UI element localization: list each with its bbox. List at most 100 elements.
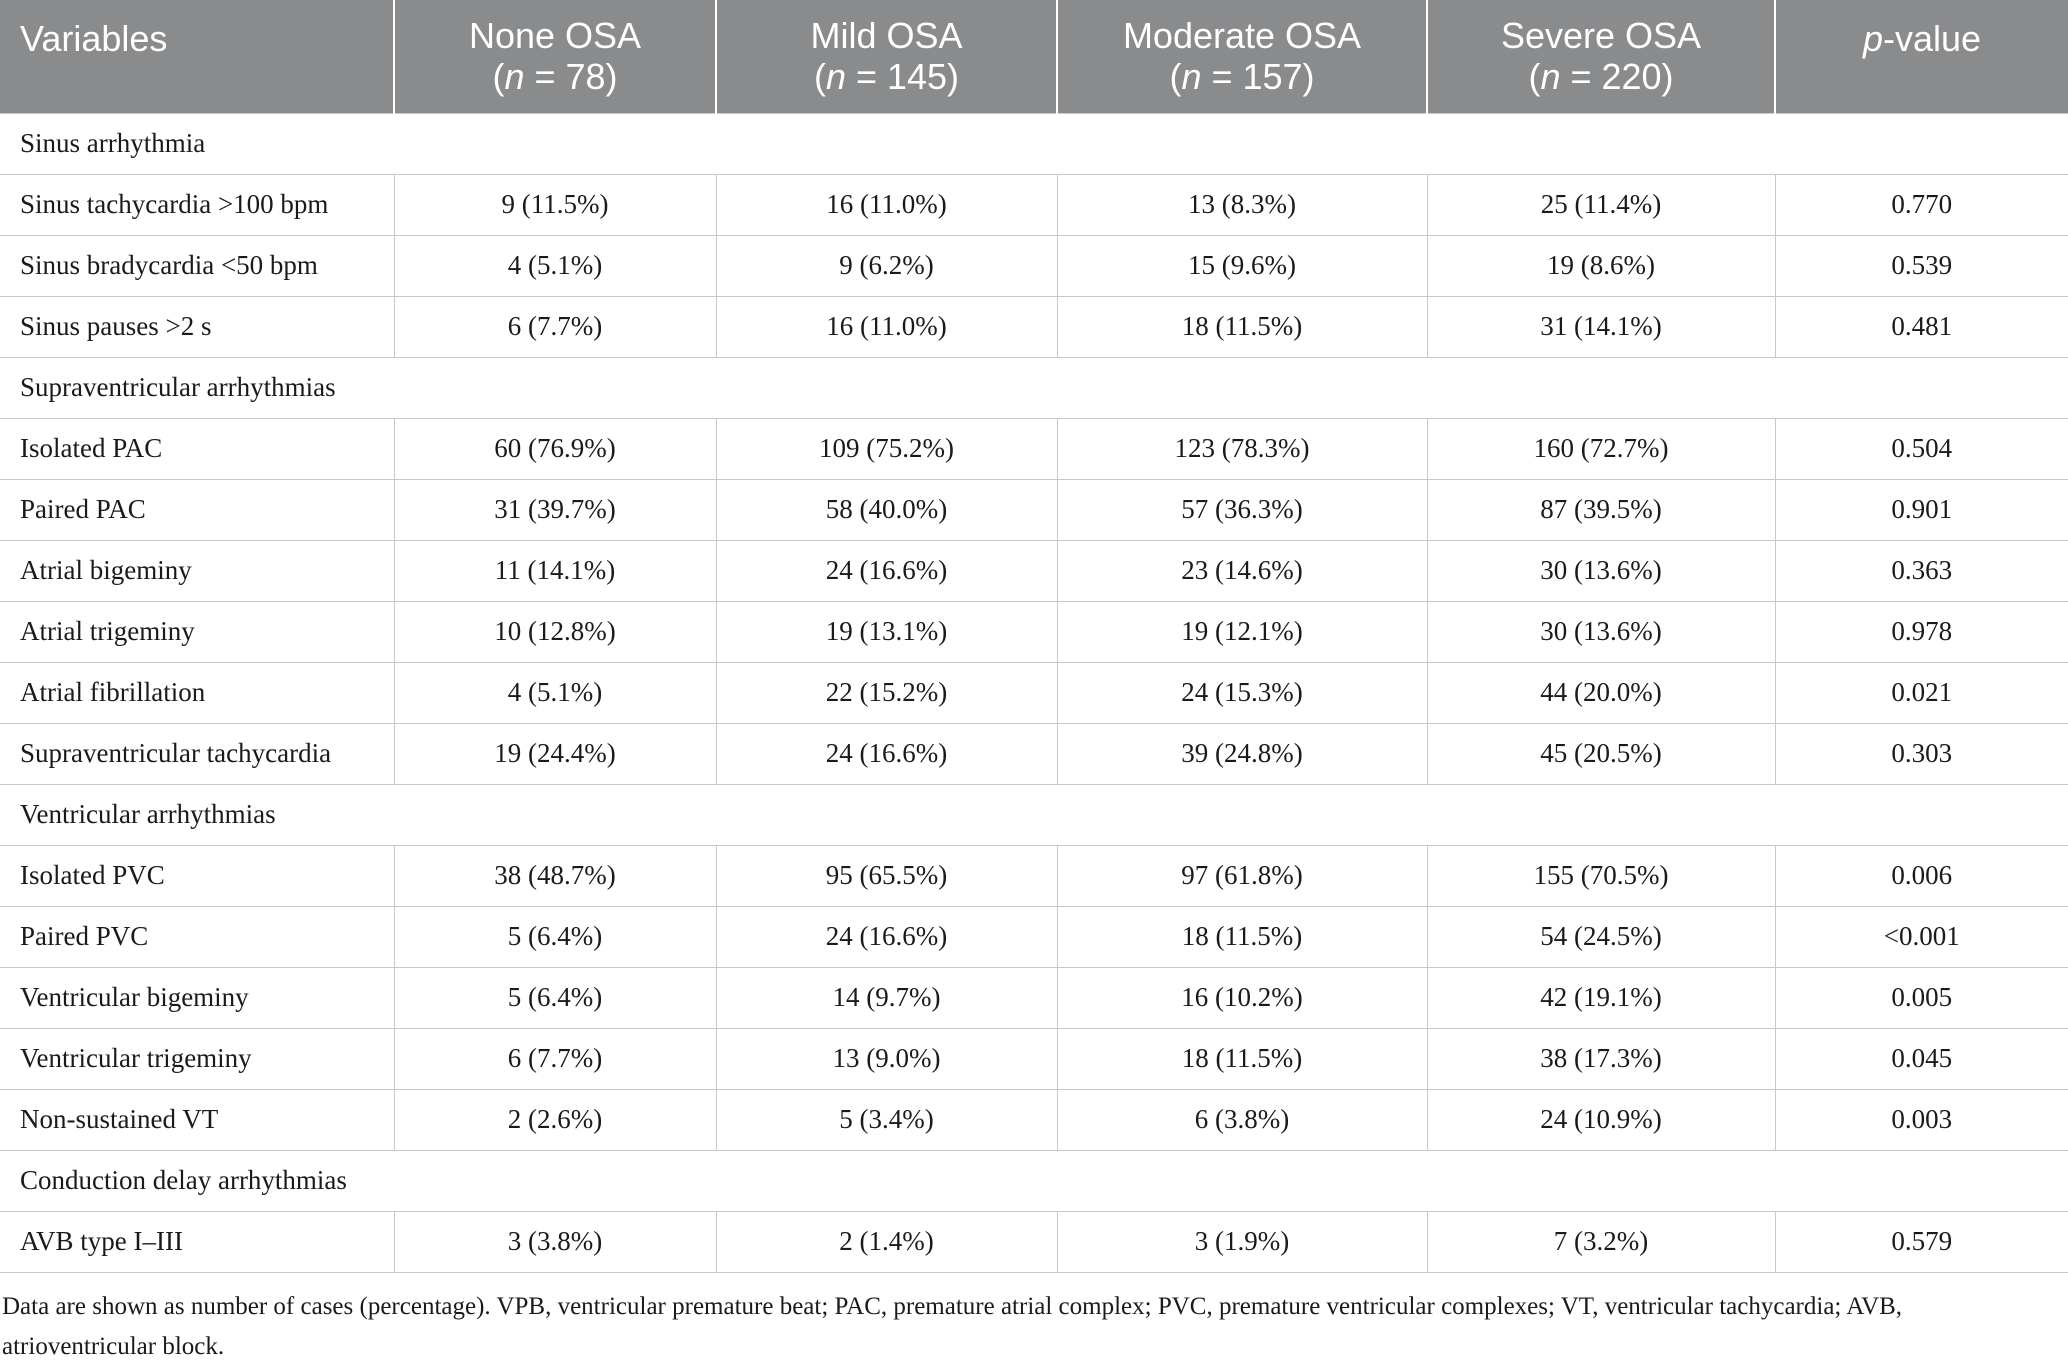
variable-cell: Paired PAC <box>0 478 395 541</box>
header-variables: Variables <box>0 0 394 113</box>
variable-cell: AVB type I–III <box>0 1210 395 1273</box>
variable-cell: Sinus bradycardia <50 bpm <box>0 234 395 297</box>
none-osa-cell: 2 (2.6%) <box>393 1088 717 1151</box>
variable-cell: Atrial bigeminy <box>0 539 395 602</box>
moderate-osa-cell: 57 (36.3%) <box>1056 478 1428 541</box>
none-osa-cell: 4 (5.1%) <box>393 661 717 724</box>
p-value-cell: 0.579 <box>1774 1210 2068 1273</box>
p-value-cell: 0.006 <box>1774 844 2068 907</box>
severe-osa-cell: 45 (20.5%) <box>1426 722 1776 785</box>
mild-osa-cell: 9 (6.2%) <box>715 234 1058 297</box>
mild-osa-cell: 24 (16.6%) <box>715 905 1058 968</box>
severe-osa-cell: 24 (10.9%) <box>1426 1088 1776 1151</box>
mild-osa-cell: 2 (1.4%) <box>715 1210 1058 1273</box>
table-row: Atrial trigeminy 10 (12.8%) 19 (13.1%) 19 (… <box>0 600 2068 663</box>
p-value-cell: 0.770 <box>1774 173 2068 236</box>
mild-osa-cell: 95 (65.5%) <box>715 844 1058 907</box>
severe-osa-cell: 160 (72.7%) <box>1426 417 1776 480</box>
moderate-osa-cell: 24 (15.3%) <box>1056 661 1428 724</box>
p-value-cell: 0.539 <box>1774 234 2068 297</box>
none-osa-cell: 5 (6.4%) <box>393 905 717 968</box>
header-p-value: p-value <box>1774 0 2068 113</box>
severe-osa-cell: 38 (17.3%) <box>1426 1027 1776 1090</box>
header-severe-osa: Severe OSA (n = 220) <box>1426 0 1775 113</box>
p-value-cell: <0.001 <box>1774 905 2068 968</box>
section-label: Supraventricular arrhythmias <box>0 356 2068 419</box>
moderate-osa-cell: 6 (3.8%) <box>1056 1088 1428 1151</box>
moderate-osa-cell: 123 (78.3%) <box>1056 417 1428 480</box>
mild-osa-cell: 16 (11.0%) <box>715 173 1058 236</box>
header-mild-osa: Mild OSA (n = 145) <box>715 0 1057 113</box>
severe-osa-cell: 7 (3.2%) <box>1426 1210 1776 1273</box>
mild-osa-cell: 24 (16.6%) <box>715 539 1058 602</box>
mild-osa-cell: 109 (75.2%) <box>715 417 1058 480</box>
p-value-cell: 0.045 <box>1774 1027 2068 1090</box>
variable-cell: Sinus pauses >2 s <box>0 295 395 358</box>
severe-osa-cell: 54 (24.5%) <box>1426 905 1776 968</box>
section-label: Conduction delay arrhythmias <box>0 1149 2068 1212</box>
none-osa-cell: 38 (48.7%) <box>393 844 717 907</box>
variable-cell: Ventricular trigeminy <box>0 1027 395 1090</box>
table-row: Isolated PAC 60 (76.9%) 109 (75.2%) 123 (78… <box>0 417 2068 480</box>
moderate-osa-cell: 23 (14.6%) <box>1056 539 1428 602</box>
header-row: Variables None OSA (n = 78) Mild OSA (n … <box>0 0 2068 113</box>
mild-osa-cell: 5 (3.4%) <box>715 1088 1058 1151</box>
p-value-cell: 0.481 <box>1774 295 2068 358</box>
variable-cell: Atrial trigeminy <box>0 600 395 663</box>
severe-osa-cell: 42 (19.1%) <box>1426 966 1776 1029</box>
moderate-osa-cell: 19 (12.1%) <box>1056 600 1428 663</box>
none-osa-cell: 9 (11.5%) <box>393 173 717 236</box>
moderate-osa-cell: 13 (8.3%) <box>1056 173 1428 236</box>
p-value-cell: 0.005 <box>1774 966 2068 1029</box>
p-value-cell: 0.504 <box>1774 417 2068 480</box>
table-row: Atrial fibrillation 4 (5.1%) 22 (15.2%) 24 … <box>0 661 2068 724</box>
variable-cell: Ventricular bigeminy <box>0 966 395 1029</box>
mild-osa-cell: 22 (15.2%) <box>715 661 1058 724</box>
severe-osa-cell: 19 (8.6%) <box>1426 234 1776 297</box>
moderate-osa-cell: 97 (61.8%) <box>1056 844 1428 907</box>
none-osa-cell: 31 (39.7%) <box>393 478 717 541</box>
table-row: Atrial bigeminy 11 (14.1%) 24 (16.6%) 23 (1… <box>0 539 2068 602</box>
table-row: Paired PAC 31 (39.7%) 58 (40.0%) 57 (36.3%)… <box>0 478 2068 541</box>
moderate-osa-cell: 16 (10.2%) <box>1056 966 1428 1029</box>
p-value-cell: 0.303 <box>1774 722 2068 785</box>
none-osa-cell: 6 (7.7%) <box>393 1027 717 1090</box>
table-row: AVB type I–III 3 (3.8%) 2 (1.4%) 3 (1.9%) 7 … <box>0 1210 2068 1273</box>
mild-osa-cell: 14 (9.7%) <box>715 966 1058 1029</box>
severe-osa-cell: 30 (13.6%) <box>1426 539 1776 602</box>
moderate-osa-cell: 18 (11.5%) <box>1056 905 1428 968</box>
none-osa-cell: 60 (76.9%) <box>393 417 717 480</box>
p-value-cell: 0.363 <box>1774 539 2068 602</box>
mild-osa-cell: 13 (9.0%) <box>715 1027 1058 1090</box>
variable-cell: Atrial fibrillation <box>0 661 395 724</box>
table-row: Non-sustained VT 2 (2.6%) 5 (3.4%) 6 (3.8%)… <box>0 1088 2068 1151</box>
variable-cell: Paired PVC <box>0 905 395 968</box>
variable-cell: Supraventricular tachycardia <box>0 722 395 785</box>
severe-osa-cell: 44 (20.0%) <box>1426 661 1776 724</box>
table-row: Sinus bradycardia <50 bpm 4 (5.1%) 9 (6.2%… <box>0 234 2068 297</box>
severe-osa-cell: 155 (70.5%) <box>1426 844 1776 907</box>
variable-cell: Isolated PAC <box>0 417 395 480</box>
none-osa-cell: 3 (3.8%) <box>393 1210 717 1273</box>
mild-osa-cell: 24 (16.6%) <box>715 722 1058 785</box>
severe-osa-cell: 30 (13.6%) <box>1426 600 1776 663</box>
table-row: Supraventricular tachycardia 19 (24.4%) 24… <box>0 722 2068 785</box>
p-value-cell: 0.003 <box>1774 1088 2068 1151</box>
section-row: Sinus arrhythmia <box>0 112 2068 175</box>
table-row: Ventricular trigeminy 6 (7.7%) 13 (9.0%) 18… <box>0 1027 2068 1090</box>
mild-osa-cell: 58 (40.0%) <box>715 478 1058 541</box>
none-osa-cell: 11 (14.1%) <box>393 539 717 602</box>
variable-cell: Non-sustained VT <box>0 1088 395 1151</box>
header-none-osa: None OSA (n = 78) <box>393 0 716 113</box>
section-label: Sinus arrhythmia <box>0 112 2068 175</box>
none-osa-cell: 19 (24.4%) <box>393 722 717 785</box>
moderate-osa-cell: 15 (9.6%) <box>1056 234 1428 297</box>
variable-cell: Sinus tachycardia >100 bpm <box>0 173 395 236</box>
table-row: Paired PVC 5 (6.4%) 24 (16.6%) 18 (11.5%) 54… <box>0 905 2068 968</box>
table-row: Isolated PVC 38 (48.7%) 95 (65.5%) 97 (61.8… <box>0 844 2068 907</box>
moderate-osa-cell: 18 (11.5%) <box>1056 1027 1428 1090</box>
header-moderate-osa: Moderate OSA (n = 157) <box>1056 0 1427 113</box>
moderate-osa-cell: 3 (1.9%) <box>1056 1210 1428 1273</box>
